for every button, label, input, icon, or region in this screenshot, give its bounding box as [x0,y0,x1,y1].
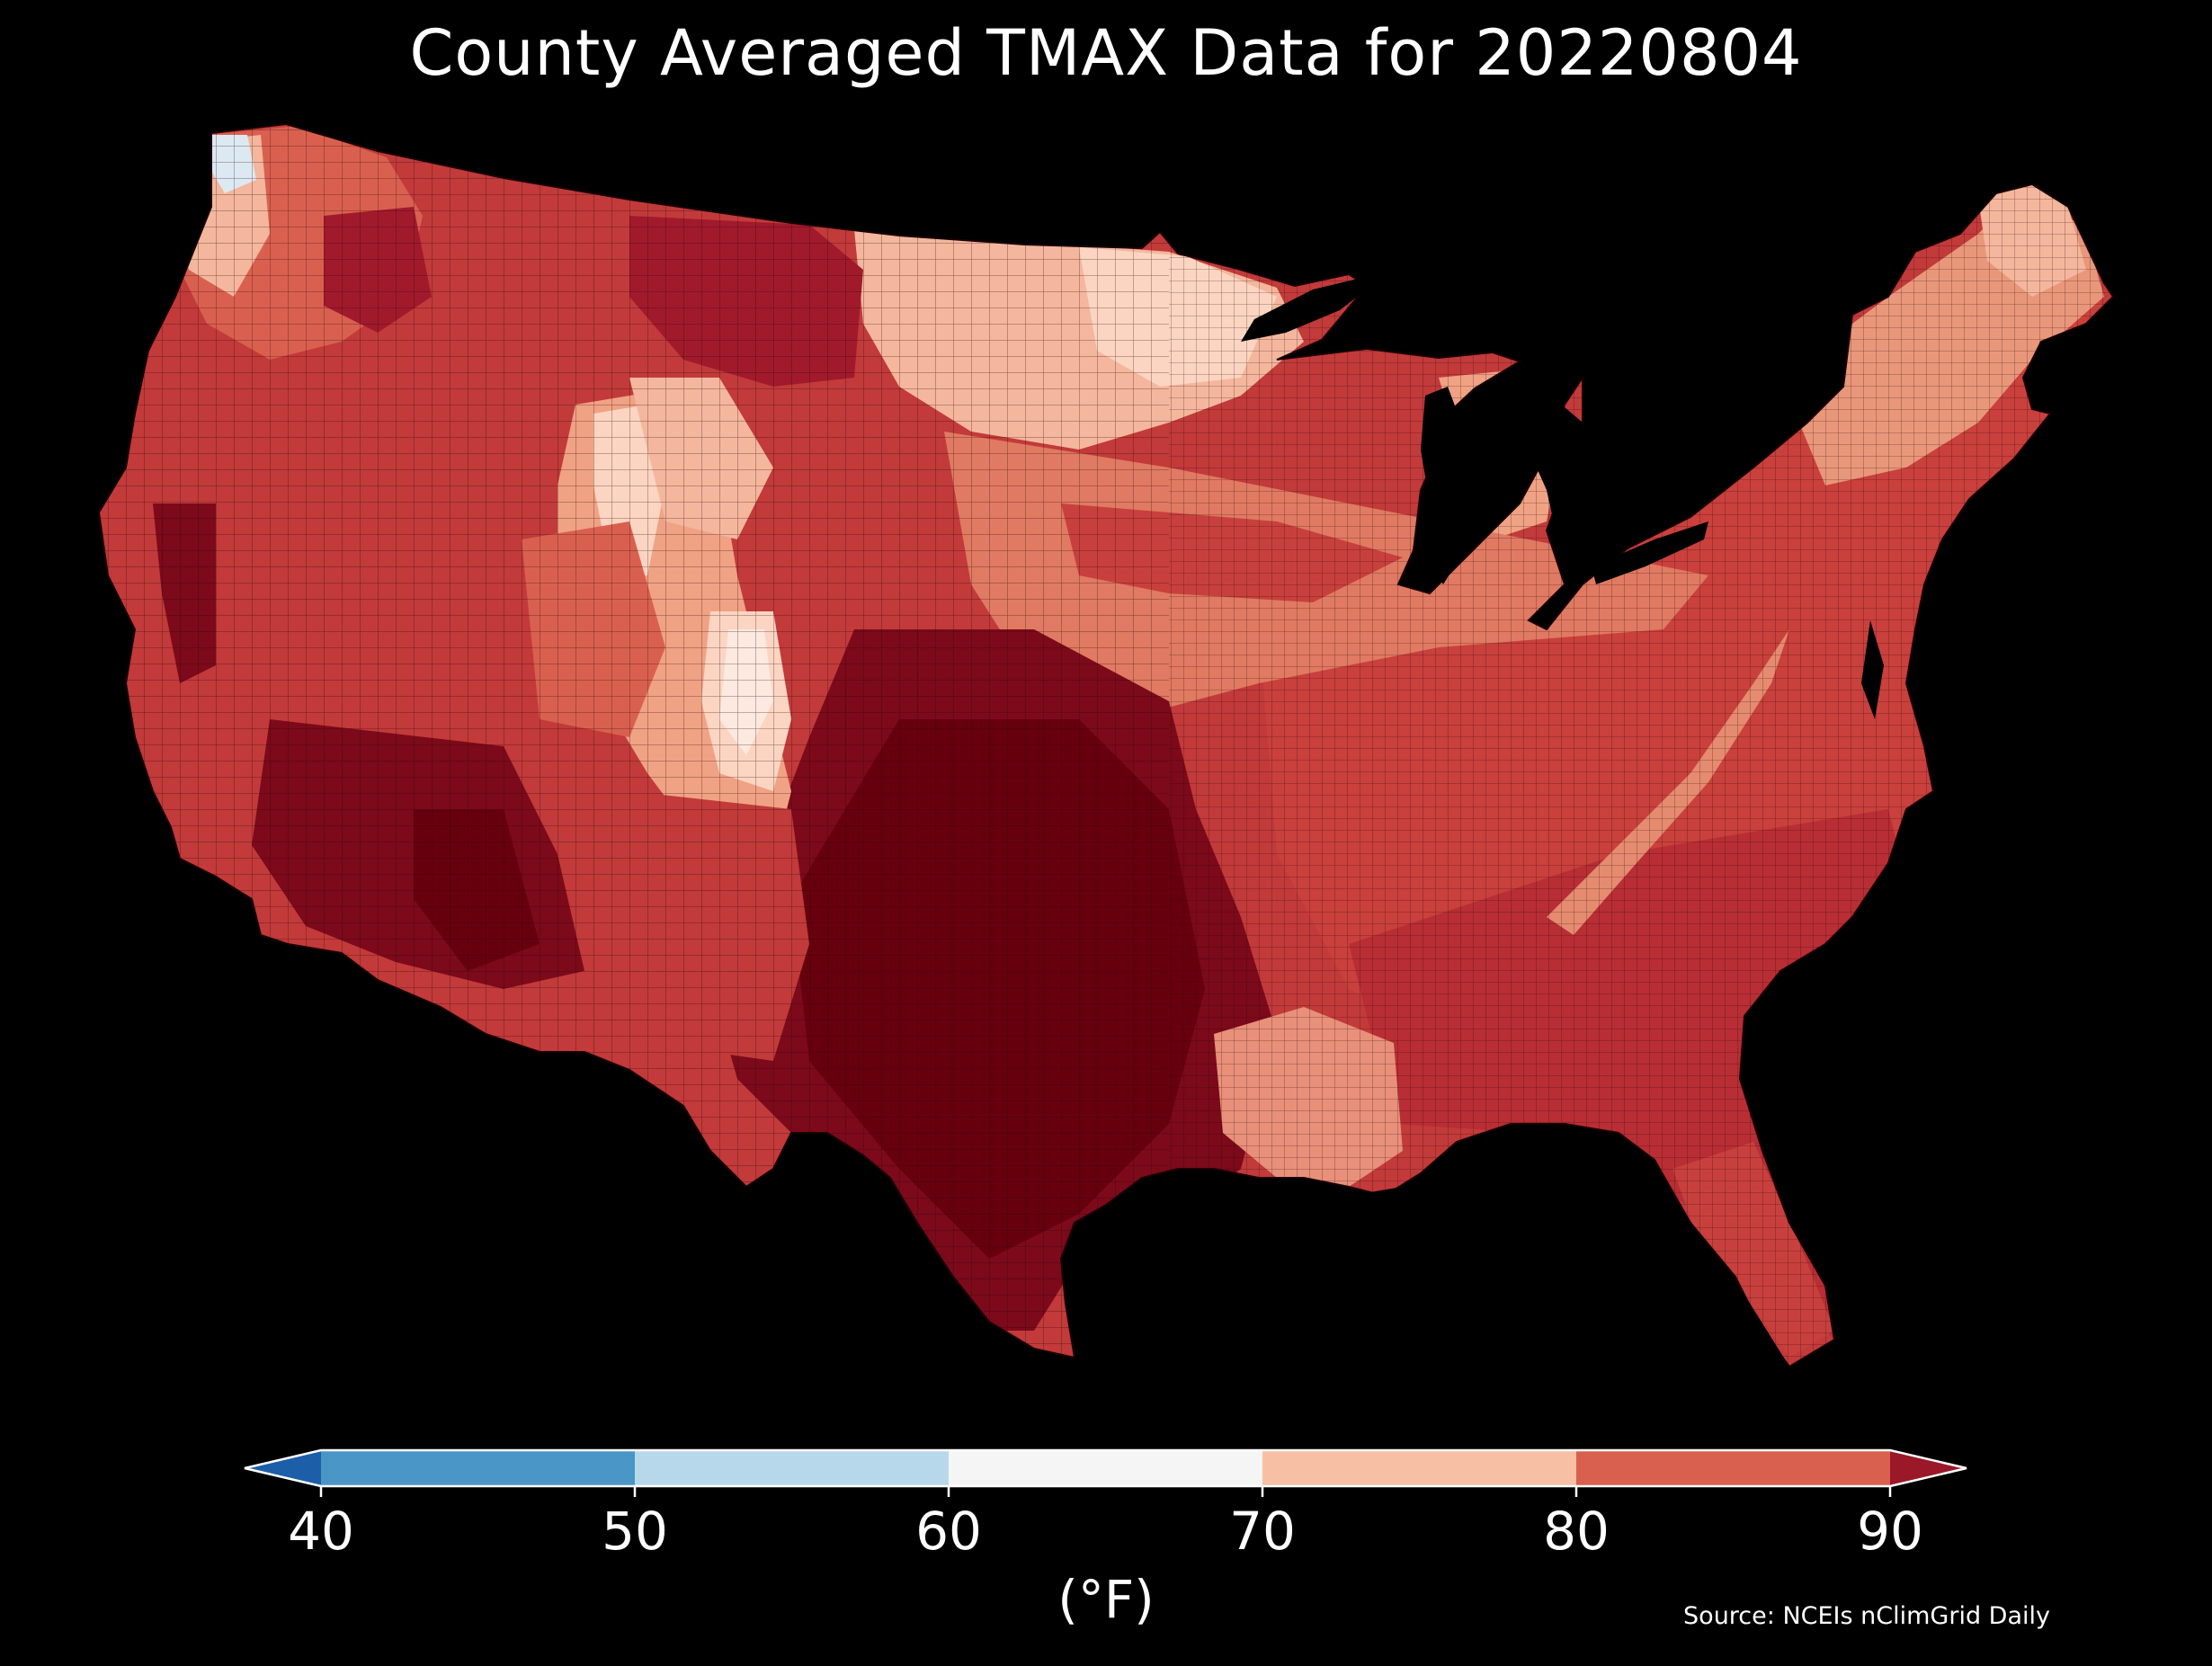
colorbar-over-arrow [1890,1450,1967,1486]
colorbar-bin-0 [321,1450,635,1486]
colorbar-bin-4 [1576,1450,1890,1486]
colorbar-ticks: 40 50 60 70 80 90 [288,1486,1923,1562]
colorbar-bin-2 [949,1450,1262,1486]
lake-michigan [1421,387,1475,584]
colorbar-unit-label: (°F) [1057,1569,1155,1630]
colorbar-segments [244,1448,1967,1488]
colorbar-under-arrow [245,1450,321,1486]
colorbar-tick-label: 60 [915,1501,982,1562]
lake-huron [1520,396,1587,530]
colorbar-tick-label: 50 [602,1501,668,1562]
colorbar-bin-3 [1262,1450,1576,1486]
lake-superior [1241,279,1371,342]
lake-erie [1592,521,1708,584]
colorbar-bin-1 [635,1450,949,1486]
source-attribution: Source: NCEIs nClimGrid Daily [1683,1602,2050,1630]
colorbar-tick-label: 70 [1229,1501,1296,1562]
map-title: County Averaged TMAX Data for 20220804 [409,16,1803,90]
colorbar-tick-label: 90 [1857,1501,1923,1562]
colorbar-tick-label: 80 [1543,1501,1610,1562]
colorbar-tick-label: 40 [288,1501,354,1562]
chesapeake-bay [1861,620,1884,719]
gulf-of-mexico [1075,1133,1789,1439]
